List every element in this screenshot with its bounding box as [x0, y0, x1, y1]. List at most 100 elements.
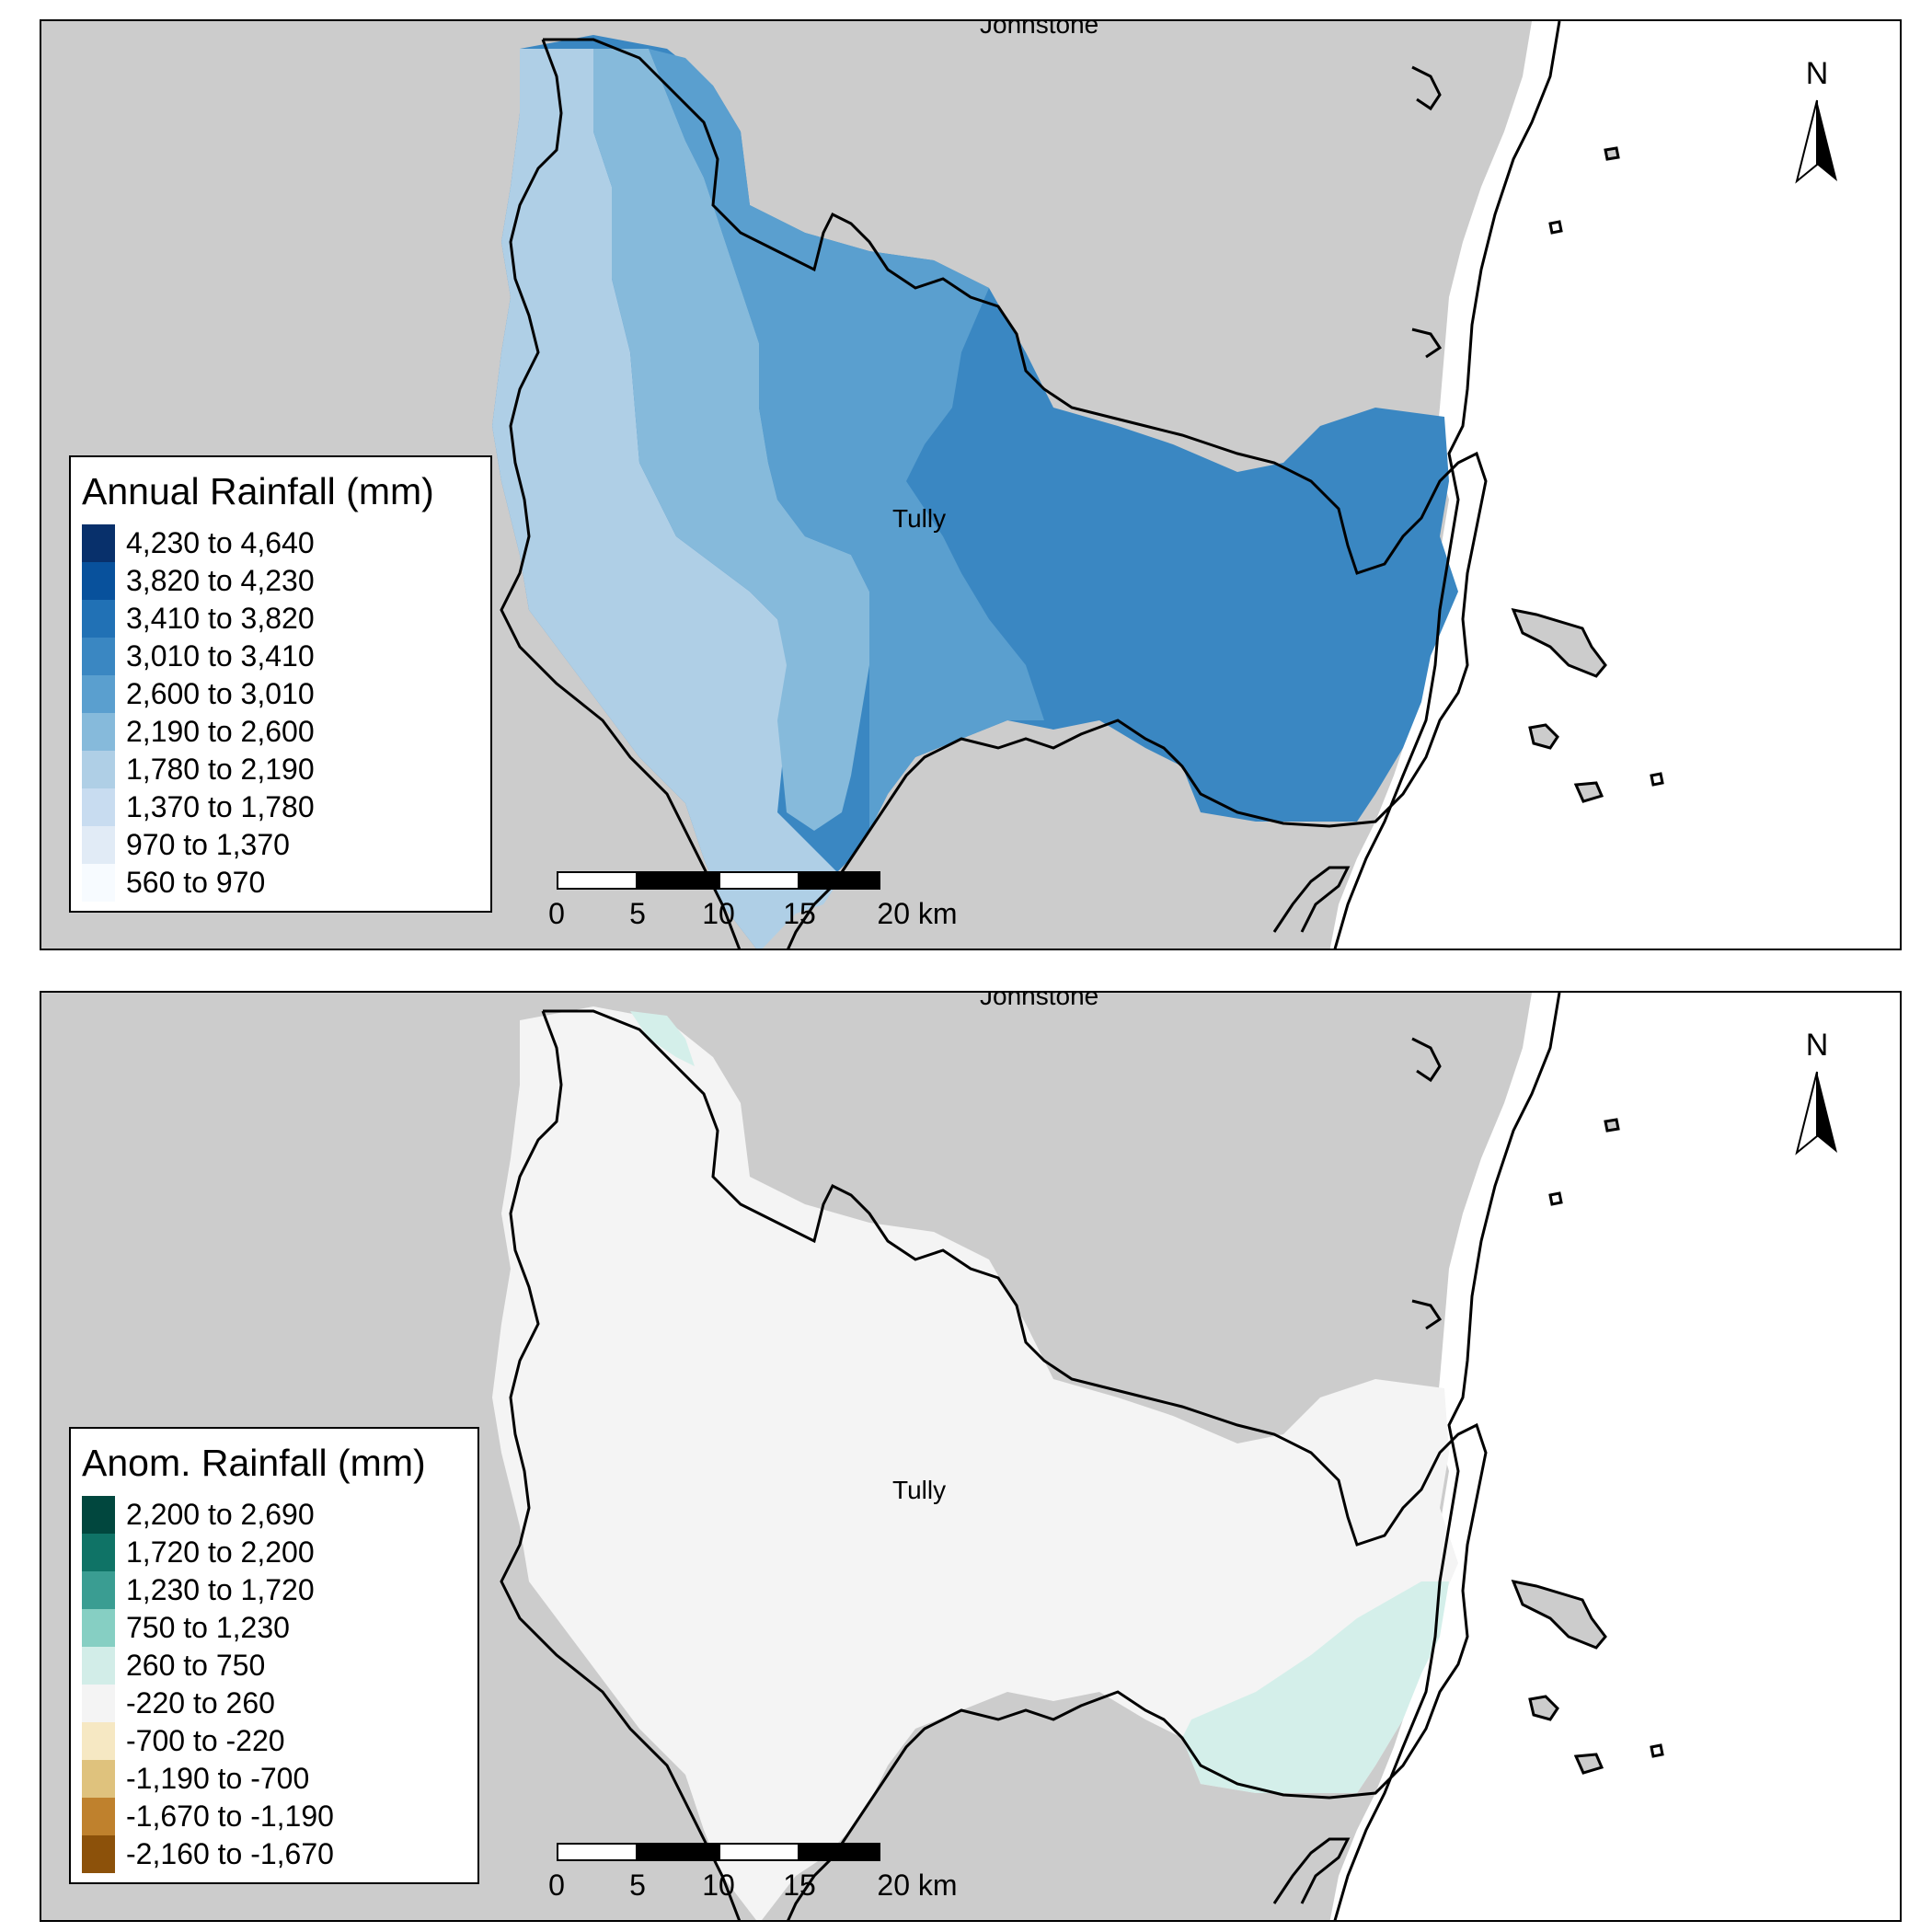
legend-item: -700 to -220: [82, 1722, 466, 1760]
place-label-johnstone: Johnstone: [980, 19, 1099, 39]
legend-item: 2,190 to 2,600: [82, 713, 479, 751]
scale-bar-tick-label: 0: [548, 897, 565, 930]
scale-bar-tick-label: 20 km: [877, 897, 958, 930]
legend-swatch: [82, 638, 115, 675]
legend-swatch: [82, 524, 115, 562]
legend-label: 750 to 1,230: [126, 1611, 290, 1644]
rainfall-legend: Annual Rainfall (mm) 4,230 to 4,640 3,820 …: [69, 455, 492, 913]
north-arrow: N: [1789, 1028, 1845, 1156]
legend-swatch: [82, 675, 115, 713]
legend-label: 3,820 to 4,230: [126, 564, 315, 597]
legend-item: -220 to 260: [82, 1685, 466, 1722]
legend-swatch: [82, 1685, 115, 1722]
scale-bar-segment: [557, 1843, 638, 1861]
legend-label: -220 to 260: [126, 1686, 275, 1719]
scale-bar: 0 5 10 15 20 km: [548, 871, 958, 945]
legend-swatch: [82, 1798, 115, 1835]
scale-bar-segment: [557, 871, 638, 890]
scale-bar-segment: [719, 1843, 799, 1861]
legend-label: 2,190 to 2,600: [126, 715, 315, 748]
scale-bar-tick-label: 15: [783, 1869, 816, 1902]
legend-swatch: [82, 1722, 115, 1760]
coastline: [1272, 993, 1664, 1920]
north-arrow: N: [1789, 56, 1845, 185]
scale-bar-tick-label: 10: [702, 897, 735, 930]
place-label-johnstone: Johnstone: [980, 991, 1099, 1010]
legend-swatch: [82, 562, 115, 600]
legend-swatch: [82, 1760, 115, 1798]
anomaly-legend: Anom. Rainfall (mm) 2,200 to 2,690 1,720 t…: [69, 1427, 479, 1884]
scale-bar-segment: [638, 1843, 719, 1861]
legend-swatch: [82, 1496, 115, 1534]
scale-bar: 0 5 10 15 20 km: [548, 1843, 958, 1916]
legend-item: 3,820 to 4,230: [82, 562, 479, 600]
legend-item: -1,670 to -1,190: [82, 1798, 466, 1835]
catchment-fill: [492, 1006, 1458, 1920]
scale-bar-tick-label: 20 km: [877, 1869, 958, 1902]
legend-item: 1,720 to 2,200: [82, 1534, 466, 1571]
legend-item: 560 to 970: [82, 864, 479, 902]
legend-swatch: [82, 788, 115, 826]
legend-title: Annual Rainfall (mm): [82, 470, 434, 512]
scale-bar-tick-label: 0: [548, 1869, 565, 1902]
scale-bar-tick-label: 15: [783, 897, 816, 930]
legend-item: 1,780 to 2,190: [82, 751, 479, 788]
legend-label: 2,600 to 3,010: [126, 677, 315, 710]
catchment-fill: [492, 35, 1458, 949]
islands: [1513, 148, 1618, 801]
scale-bar-segment: [638, 871, 719, 890]
legend-label: 560 to 970: [126, 866, 266, 899]
catchment-outline: [500, 1009, 1488, 1920]
legend-swatch: [82, 864, 115, 902]
coastline: [1272, 21, 1664, 949]
legend-item: 3,010 to 3,410: [82, 638, 479, 675]
legend-swatch: [82, 826, 115, 864]
north-arrow-icon: [1795, 1071, 1837, 1156]
legend-label: 4,230 to 4,640: [126, 526, 315, 559]
north-arrow-label: N: [1805, 56, 1829, 91]
legend-item: 970 to 1,370: [82, 826, 479, 864]
legend-label: 1,780 to 2,190: [126, 753, 315, 786]
place-label-tully: Tully: [892, 504, 947, 533]
legend-item: 750 to 1,230: [82, 1609, 466, 1647]
annual-rainfall-map: Johnstone Tully Annual Rainfall (mm) 4,23…: [40, 19, 1902, 950]
north-arrow-label: N: [1805, 1028, 1829, 1063]
legend-swatch: [82, 600, 115, 638]
anomaly-rainfall-map: Johnstone Tully Anom. Rainfall (mm) 2,200…: [40, 991, 1902, 1922]
legend-label: 1,230 to 1,720: [126, 1573, 315, 1606]
legend-label: -700 to -220: [126, 1724, 285, 1757]
legend-label: 260 to 750: [126, 1649, 266, 1682]
scale-bar-tick-label: 5: [629, 897, 646, 930]
legend-swatch: [82, 1609, 115, 1647]
legend-label: 970 to 1,370: [126, 828, 290, 861]
legend-swatch: [82, 1835, 115, 1873]
scale-bar-segment: [799, 1843, 880, 1861]
legend-item: 2,200 to 2,690: [82, 1496, 466, 1534]
legend-label: 3,410 to 3,820: [126, 602, 315, 635]
legend-label: 1,370 to 1,780: [126, 790, 315, 823]
legend-swatch: [82, 1647, 115, 1685]
legend-label: -1,670 to -1,190: [126, 1800, 334, 1833]
islands: [1513, 1120, 1618, 1773]
legend-item: -2,160 to -1,670: [82, 1835, 466, 1873]
legend-label: -1,190 to -700: [126, 1762, 310, 1795]
legend-item: 1,370 to 1,780: [82, 788, 479, 826]
north-arrow-icon: [1795, 99, 1837, 184]
legend-item: 260 to 750: [82, 1647, 466, 1685]
legend-item: -1,190 to -700: [82, 1760, 466, 1798]
place-label-tully: Tully: [892, 1476, 947, 1504]
legend-item: 1,230 to 1,720: [82, 1571, 466, 1609]
catchment-outline: [500, 38, 1488, 949]
legend-label: -2,160 to -1,670: [126, 1837, 334, 1870]
scale-bar-tick-label: 10: [702, 1869, 735, 1902]
legend-title: Anom. Rainfall (mm): [82, 1442, 426, 1484]
scale-bar-segment: [719, 871, 799, 890]
legend-swatch: [82, 1571, 115, 1609]
legend-label: 1,720 to 2,200: [126, 1535, 315, 1569]
legend-item: 2,600 to 3,010: [82, 675, 479, 713]
scale-bar-tick-label: 5: [629, 1869, 646, 1902]
legend-label: 3,010 to 3,410: [126, 639, 315, 673]
legend-item: 4,230 to 4,640: [82, 524, 479, 562]
legend-item: 3,410 to 3,820: [82, 600, 479, 638]
legend-swatch: [82, 1534, 115, 1571]
